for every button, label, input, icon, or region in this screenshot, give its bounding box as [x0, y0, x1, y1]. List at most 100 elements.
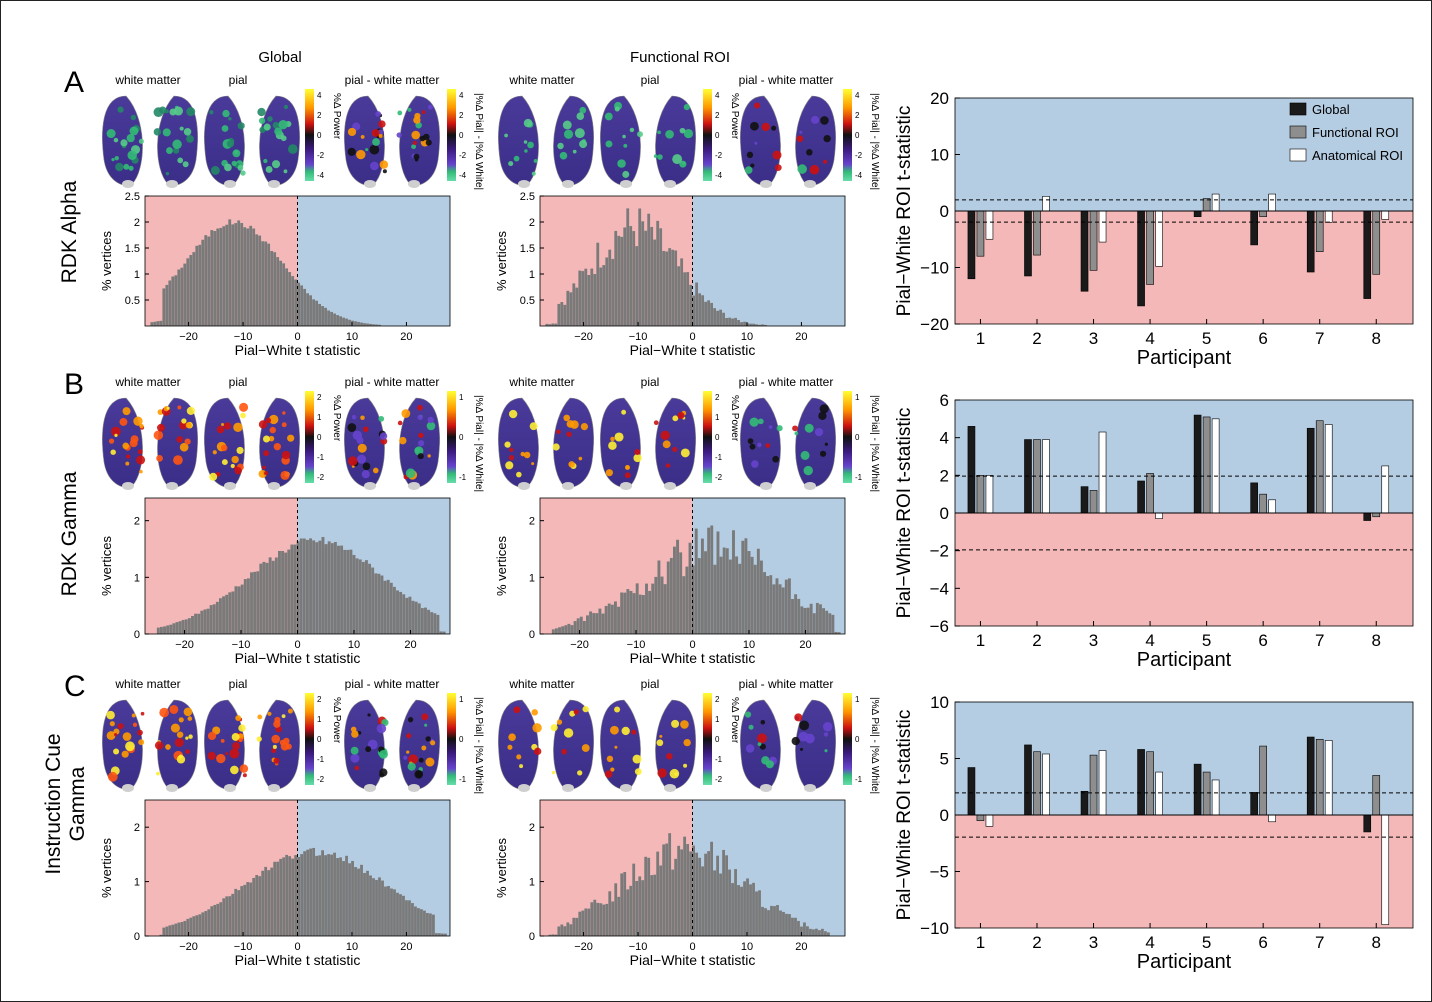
- brain-stem: [364, 180, 376, 188]
- histogram-bar: [775, 578, 779, 634]
- brain-label-diff: pial - white matter: [739, 73, 834, 87]
- colorbar-functional-power: 4 2 0 -2 -4 %Δ Power: [703, 89, 740, 181]
- brain-activation-blob: [376, 723, 387, 734]
- brain-stem: [804, 482, 816, 490]
- bar-anatomical-roi: [1268, 193, 1276, 212]
- colorbar-tick-label: -1: [715, 453, 723, 462]
- legend-label: Anatomical ROI: [1312, 148, 1403, 163]
- brain-activation-blob: [362, 462, 371, 471]
- histogram-bar: [806, 926, 809, 936]
- histogram-bar: [746, 878, 749, 936]
- histogram-bar: [240, 584, 244, 634]
- histogram-bar: [791, 917, 794, 936]
- histogram-bar: [366, 323, 369, 326]
- colorbar-tick-label: 0: [715, 433, 720, 442]
- brain-activation-blob: [108, 438, 115, 444]
- y-tick-label: 1: [529, 877, 535, 889]
- histogram-bar: [165, 284, 169, 326]
- brain-activation-blob: [761, 122, 770, 132]
- brain-stem: [224, 180, 236, 188]
- brain-activation-blob: [231, 160, 237, 167]
- x-tick-label: 10: [348, 639, 360, 651]
- histogram-bar: [575, 917, 579, 936]
- brain-activation-blob: [287, 434, 295, 442]
- brain-activation-blob: [680, 448, 690, 458]
- brain-activation-blob: [232, 742, 240, 750]
- histogram-bar: [207, 909, 211, 936]
- histogram-bar: [291, 858, 295, 936]
- histogram-bar: [614, 883, 618, 936]
- histogram-bar: [306, 849, 310, 936]
- brain-activation-blob: [177, 157, 184, 164]
- x-tick-label: −20: [570, 639, 589, 651]
- histogram-bar: [174, 923, 178, 936]
- brain-activation-blob: [177, 405, 182, 410]
- histogram-bar: [572, 283, 576, 326]
- bar-functional-roi: [1202, 771, 1211, 816]
- histogram-bar: [384, 886, 387, 936]
- brain-activation-blob: [757, 418, 764, 425]
- colorbar-tick-label: 1: [715, 413, 720, 422]
- histogram-bar: [330, 311, 333, 326]
- histogram-bar: [647, 213, 651, 326]
- y-tick-label: 20: [930, 89, 949, 108]
- histogram-bar: [650, 226, 654, 326]
- brain-stem: [664, 180, 676, 188]
- histogram-bar: [291, 276, 295, 326]
- y-tick-label: 2: [529, 516, 535, 528]
- histogram-bar: [668, 248, 672, 326]
- brain-activation-blob: [138, 138, 144, 144]
- brain-activation-blob: [185, 736, 189, 740]
- y-axis-label: % vertices: [99, 231, 114, 291]
- brain-stem: [224, 784, 236, 792]
- histogram-bar: [763, 572, 767, 634]
- bar-global: [1137, 210, 1145, 307]
- histogram-bar: [722, 312, 725, 326]
- colorbar-tick-label: -4: [715, 171, 723, 180]
- histogram-bar: [246, 882, 250, 936]
- brain-activation-blob: [267, 116, 273, 122]
- histogram-bar: [258, 876, 262, 936]
- histogram-bar: [417, 603, 421, 634]
- histogram-bar: [420, 608, 424, 634]
- y-tick-label: −10: [920, 259, 949, 278]
- brain-activation-blob: [604, 770, 613, 778]
- histogram-bar: [582, 620, 586, 634]
- brain-activation-blob: [115, 162, 124, 172]
- histogram-bar: [554, 323, 558, 326]
- brain-activation-blob: [107, 771, 118, 782]
- brain-activation-blob: [531, 171, 536, 176]
- histogram-bar: [265, 562, 269, 634]
- brain-activation-blob: [114, 433, 118, 438]
- brain-activation-blob: [120, 139, 128, 147]
- brain-activation-blob: [665, 129, 674, 139]
- histogram-bar: [219, 227, 223, 326]
- brain-activation-blob: [347, 147, 356, 156]
- brain-activation-blob: [165, 744, 171, 750]
- colorbar-tick-label: 0: [317, 131, 322, 140]
- histogram-bar: [680, 849, 684, 936]
- brain-activation-blob: [382, 169, 387, 174]
- brain-activation-blob: [406, 750, 410, 754]
- colorbar-tick-label: 0: [317, 433, 322, 442]
- colorbar-title: %Δ Power: [331, 395, 342, 442]
- histogram-bar: [764, 324, 767, 326]
- histogram-bar: [554, 934, 558, 936]
- histogram-bar: [276, 861, 280, 936]
- brain-global-white: [102, 699, 198, 792]
- brain-activation-blob: [350, 753, 360, 763]
- brain-stem: [620, 180, 632, 188]
- brain-activation-blob: [413, 116, 421, 124]
- histogram-bar: [402, 594, 406, 634]
- x-tick-label: 1: [976, 631, 985, 650]
- brain-activation-blob: [156, 771, 160, 776]
- brain-stem: [224, 482, 236, 490]
- histogram-bar: [363, 323, 366, 326]
- histogram-bar: [767, 910, 770, 936]
- histogram-bar: [659, 865, 663, 936]
- bar-global: [967, 767, 976, 816]
- brain-activation-blob: [413, 153, 420, 160]
- histogram-bar: [261, 870, 265, 936]
- brain-activation-blob: [370, 161, 379, 171]
- brain-activation-blob: [576, 112, 585, 121]
